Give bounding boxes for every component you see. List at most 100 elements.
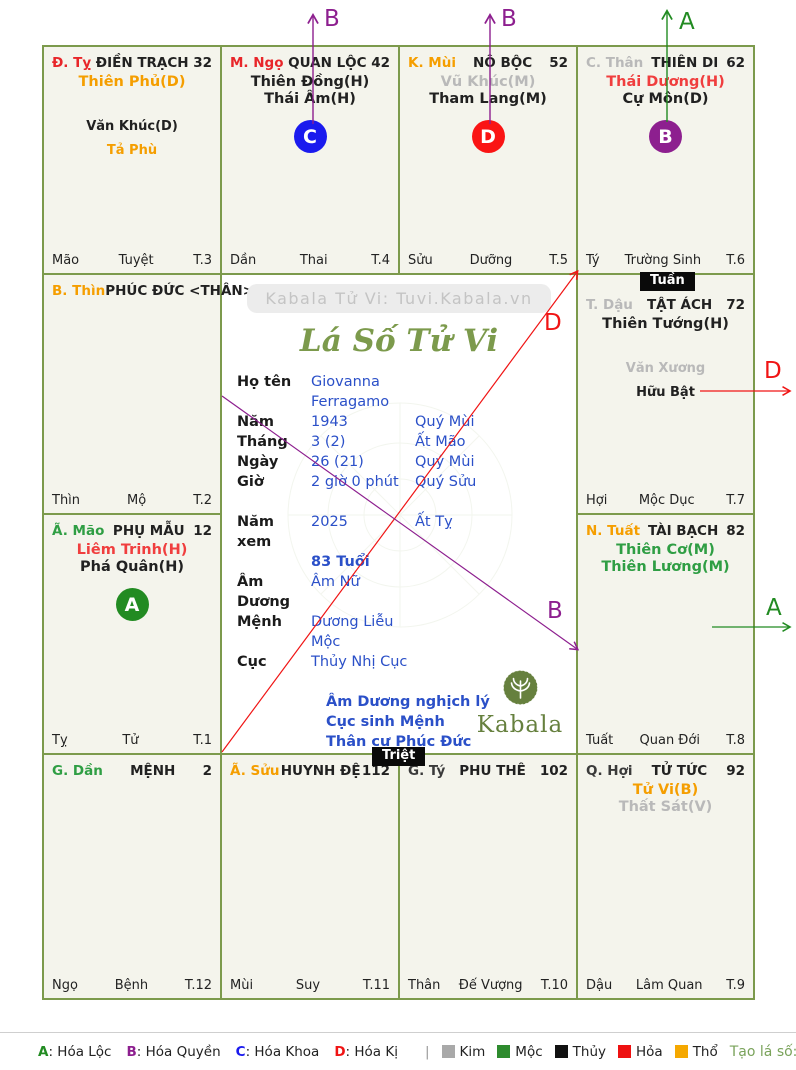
cycle-label: T.9 bbox=[726, 978, 745, 993]
star-main: Cự Môn(D) bbox=[622, 91, 709, 107]
palace-cell-phu-mau[interactable]: Ã. Mão PHỤ MẪU 12 Liêm Trinh(H) Phá Quân(H)… bbox=[44, 515, 222, 755]
info-row: Năm 1943 Quý Mùi bbox=[237, 414, 475, 430]
cycle-label: T.6 bbox=[726, 253, 745, 268]
branch-label: Tý bbox=[586, 253, 600, 268]
palace-name: QUAN LỘC bbox=[288, 55, 367, 71]
star-main: Phá Quân(H) bbox=[80, 559, 184, 575]
stem-label: N. Tuất bbox=[586, 523, 641, 539]
legend-hoa-ki: D: Hóa Kị bbox=[334, 1044, 398, 1060]
stem-label: Q. Hợi bbox=[586, 763, 633, 779]
arrow-label-hoa-loc: A bbox=[766, 595, 782, 621]
info-row: Mệnh Dương Liễu Mộc bbox=[237, 614, 394, 650]
life-stage: Trường Sinh bbox=[624, 253, 702, 268]
info-row: Giờ 2 giờ 0 phút Quý Sửu bbox=[237, 474, 477, 490]
stem-label: Ã. Sửu bbox=[230, 763, 280, 779]
legend-hoa-quyen: B: Hóa Quyền bbox=[126, 1044, 221, 1060]
life-stage: Lâm Quan bbox=[635, 978, 703, 993]
palace-number: 92 bbox=[726, 763, 745, 779]
arrow-label-hoa-ki: D bbox=[764, 358, 782, 384]
palace-number: 42 bbox=[371, 55, 390, 71]
tuan-badge: Tuần bbox=[640, 272, 695, 291]
palace-cell-phu-the[interactable]: G. Tý PHU THÊ 102 Thân Đế Vượng T.10 bbox=[400, 755, 578, 998]
center-info-panel: Kabala Tử Vi: Tuvi.Kabala.vn Lá Số Tử Vi… bbox=[222, 275, 578, 755]
branch-label: Tỵ bbox=[52, 733, 68, 748]
branch-label: Thìn bbox=[52, 493, 81, 508]
palace-name: PHỤ MẪU bbox=[112, 523, 185, 539]
legend-element-tho: Thổ bbox=[674, 1044, 718, 1060]
cycle-label: T.4 bbox=[371, 253, 390, 268]
life-stage: Bệnh bbox=[114, 978, 149, 993]
branch-label: Dậu bbox=[586, 978, 613, 993]
life-stage: Tử bbox=[122, 733, 139, 748]
hoa-color-swatch bbox=[618, 1045, 631, 1058]
palace-name: TỬ TỨC bbox=[651, 763, 708, 779]
star-minor: Văn Khúc(D) bbox=[86, 119, 178, 134]
hoa-loc-marker: A bbox=[115, 588, 149, 621]
arrow-label-hoa-quyen: B bbox=[547, 598, 563, 624]
palace-number: 2 bbox=[202, 763, 212, 779]
star-main: Thiên Phủ(D) bbox=[78, 74, 186, 90]
life-stage: Mộc Dục bbox=[638, 493, 695, 508]
cycle-label: T.8 bbox=[726, 733, 745, 748]
hoa-khoa-marker: C bbox=[293, 120, 327, 153]
palace-cell-dien-trach[interactable]: Đ. Tỵ ĐIỀN TRẠCH 32 Thiên Phủ(D) Văn Khúc(… bbox=[44, 47, 222, 275]
palace-number: 72 bbox=[726, 297, 745, 313]
tho-color-swatch bbox=[674, 1045, 688, 1058]
branch-label: Ngọ bbox=[52, 978, 78, 993]
legend-element-moc: Mộc bbox=[497, 1044, 543, 1060]
palace-cell-quan-loc[interactable]: M. Ngọ QUAN LỘC 42 Thiên Đồng(H) Thái Âm(H)… bbox=[222, 47, 400, 275]
legend-element-kim: Kim bbox=[441, 1044, 485, 1060]
birth-info-table: Họ tên Giovanna Ferragamo Năm 1943 Quý Mùi … bbox=[237, 372, 576, 672]
star-main: Thiên Lương(M) bbox=[601, 559, 730, 575]
palace-name: HUYNH ĐỆ bbox=[280, 763, 361, 779]
palace-cell-no-boc[interactable]: K. Mùi NÔ BỘC 52 Vũ Khúc(M) Tham Lang(M) D … bbox=[400, 47, 578, 275]
chart-title: Lá Số Tử Vi bbox=[299, 323, 499, 359]
palace-name: MỆNH bbox=[130, 763, 176, 779]
star-minor: Tả Phù bbox=[106, 143, 158, 158]
site-credit-link[interactable]: Tạo lá số: Tuvi.Kabala.vn bbox=[729, 1044, 796, 1060]
palace-number: 102 bbox=[539, 763, 568, 779]
palace-name: ĐIỀN TRẠCH bbox=[95, 55, 189, 71]
star-main: Vũ Khúc(M) bbox=[440, 74, 536, 90]
palace-cell-thien-di[interactable]: C. Thân THIÊN DI 62 Thái Dương(H) Cự Môn(D)… bbox=[578, 47, 753, 275]
stem-label: G. Dần bbox=[52, 763, 103, 779]
arrow-label-hoa-quyen: B bbox=[324, 6, 340, 32]
arrow-label-hoa-quyen: B bbox=[501, 6, 517, 32]
palace-cell-huynh-de[interactable]: Ã. Sửu HUYNH ĐỆ 112 Mùi Suy T.11 bbox=[222, 755, 400, 998]
life-stage: Quan Đới bbox=[639, 733, 700, 748]
stem-label: B. Thìn bbox=[52, 283, 106, 299]
stem-label: G. Tý bbox=[408, 763, 446, 779]
hoa-ki-marker: D bbox=[471, 120, 505, 153]
cycle-label: T.2 bbox=[193, 493, 212, 508]
palace-cell-tai-bach[interactable]: N. Tuất TÀI BẠCH 82 Thiên Cơ(M) Thiên Lương… bbox=[578, 515, 753, 755]
life-stage: Suy bbox=[295, 978, 321, 993]
info-row: Âm Dương Âm Nữ bbox=[237, 574, 360, 610]
palace-cell-menh[interactable]: G. Dần MỆNH 2 Ngọ Bệnh T.12 bbox=[44, 755, 222, 998]
moc-color-swatch bbox=[497, 1045, 511, 1058]
branch-label: Mão bbox=[52, 253, 80, 268]
star-main: Tử Vi(B) bbox=[632, 782, 699, 798]
palace-cell-tat-ach[interactable]: T. Dậu TẬT ÁCH 72 Thiên Tướng(H) Văn Xương… bbox=[578, 275, 753, 515]
star-main: Thiên Cơ(M) bbox=[616, 542, 715, 558]
info-row: Họ tên Giovanna Ferragamo bbox=[237, 374, 390, 410]
cycle-label: T.11 bbox=[362, 978, 390, 993]
palace-cell-tu-tuc[interactable]: Q. Hợi TỬ TỨC 92 Tử Vi(B) Thất Sát(V) Dậu Lâ… bbox=[578, 755, 753, 998]
palace-name: TÀI BẠCH bbox=[647, 523, 719, 539]
life-stage: Mộ bbox=[127, 493, 147, 508]
stem-label: K. Mùi bbox=[408, 55, 456, 71]
branch-label: Thân bbox=[408, 978, 441, 993]
cycle-label: T.10 bbox=[540, 978, 568, 993]
kabala-logo: Kabala bbox=[462, 669, 578, 738]
cycle-label: T.12 bbox=[184, 978, 212, 993]
palace-name: THIÊN DI bbox=[651, 55, 719, 71]
legend-element-thuy: Thủy bbox=[554, 1044, 606, 1060]
cycle-label: T.5 bbox=[549, 253, 568, 268]
stem-label: Ã. Mão bbox=[52, 523, 105, 539]
star-minor: Văn Xương bbox=[625, 361, 706, 376]
legend-hoa-loc: A: Hóa Lộc bbox=[38, 1044, 112, 1060]
legend-footer: A: Hóa Lộc B: Hóa Quyền C: Hóa Khoa D: H… bbox=[0, 1032, 796, 1060]
thuy-color-swatch bbox=[554, 1045, 568, 1058]
kim-color-swatch bbox=[441, 1045, 455, 1058]
info-row: Ngày 26 (21) Quý Mùi bbox=[237, 454, 475, 470]
